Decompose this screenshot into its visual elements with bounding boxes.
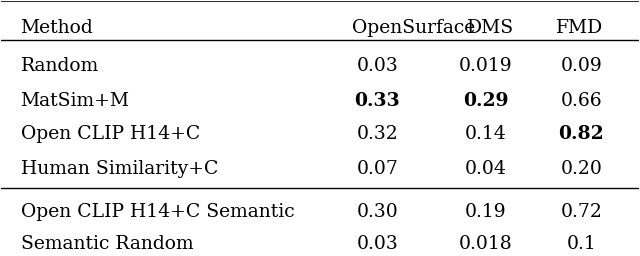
Text: 0.66: 0.66 [561,92,602,110]
Text: Random: Random [20,57,99,76]
Text: 0.03: 0.03 [356,235,398,253]
Text: 0.33: 0.33 [355,92,400,110]
Text: Open CLIP H14+C: Open CLIP H14+C [20,125,200,143]
Text: DMS: DMS [467,19,514,37]
Text: 0.30: 0.30 [356,202,398,220]
Text: 0.018: 0.018 [459,235,513,253]
Text: 0.1: 0.1 [566,235,596,253]
Text: 0.29: 0.29 [463,92,508,110]
Text: 0.019: 0.019 [459,57,513,76]
Text: Open CLIP H14+C Semantic: Open CLIP H14+C Semantic [20,202,294,220]
Text: 0.07: 0.07 [356,160,398,178]
Text: 0.04: 0.04 [465,160,507,178]
Text: 0.20: 0.20 [561,160,602,178]
Text: Human Similarity+C: Human Similarity+C [20,160,218,178]
Text: 0.19: 0.19 [465,202,506,220]
Text: 0.09: 0.09 [561,57,602,76]
Text: Method: Method [20,19,93,37]
Text: 0.72: 0.72 [561,202,602,220]
Text: OpenSurface: OpenSurface [352,19,475,37]
Text: 0.32: 0.32 [356,125,398,143]
Text: MatSim+M: MatSim+M [20,92,129,110]
Text: FMD: FMD [556,19,603,37]
Text: 0.03: 0.03 [356,57,398,76]
Text: Semantic Random: Semantic Random [20,235,193,253]
Text: 0.82: 0.82 [559,125,604,143]
Text: 0.14: 0.14 [465,125,506,143]
